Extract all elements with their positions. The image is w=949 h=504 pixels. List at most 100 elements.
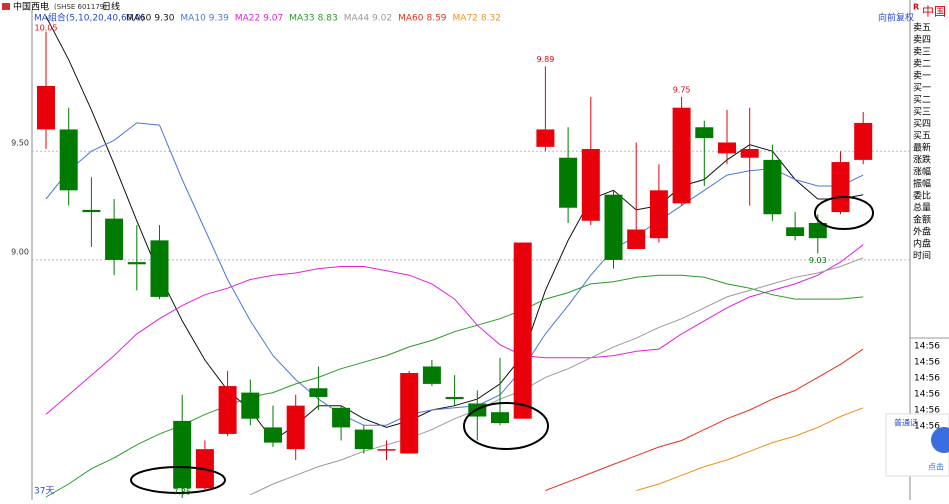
candle-body — [559, 157, 578, 208]
trade-time: 14:56 — [914, 374, 940, 384]
candle-body — [218, 386, 237, 434]
candle-body — [672, 107, 691, 204]
candle-body — [309, 388, 328, 397]
high-label: 10.05 — [35, 24, 58, 33]
ma-line — [45, 244, 864, 415]
ma-line — [45, 122, 864, 426]
candle-body — [649, 190, 668, 239]
quote-label: 买三 — [913, 107, 931, 118]
trade-time: 14:56 — [914, 358, 940, 368]
candle-body — [59, 129, 78, 191]
quote-label: 最新 — [913, 142, 931, 154]
y-tick-label: 9.00 — [11, 247, 29, 256]
legend-value: 8.32 — [481, 14, 501, 24]
stock-name: 中国西电 — [13, 1, 49, 13]
legend-name: MA10 — [180, 14, 206, 24]
candle-body — [604, 194, 623, 260]
app-icon — [2, 3, 10, 10]
candle-body — [354, 429, 373, 450]
mic-button[interactable] — [931, 427, 949, 453]
legend-name: MA33 — [289, 14, 314, 24]
legend-name: MA60 — [126, 14, 152, 24]
low-label: 9.03 — [809, 256, 827, 265]
candle-body — [740, 149, 759, 158]
quote-label: 振幅 — [913, 178, 931, 190]
candle-body — [445, 396, 464, 400]
quote-label: 卖一 — [913, 71, 931, 82]
quote-label: 总量 — [913, 202, 931, 214]
day-count: 37天 — [34, 487, 54, 497]
candle-body — [150, 240, 169, 297]
highlight-ellipse — [463, 402, 549, 450]
candle-body — [854, 122, 873, 160]
high-label: 9.89 — [536, 55, 554, 64]
legend-value: 9.39 — [209, 14, 229, 24]
quote-label: 买一 — [913, 83, 931, 94]
candle-body — [105, 218, 124, 260]
candle-body — [332, 407, 351, 428]
candle-body — [286, 405, 305, 450]
trade-time: 14:56 — [914, 422, 940, 432]
quote-label: 涨跌 — [913, 155, 931, 166]
candle-body — [241, 392, 260, 419]
candle-body — [536, 129, 555, 147]
legend-value: 9.30 — [154, 14, 174, 24]
quote-label: 买二 — [913, 95, 931, 106]
candle-body — [718, 142, 736, 154]
badge: R — [913, 3, 919, 12]
ma-line — [545, 348, 864, 491]
quote-label: 卖四 — [913, 35, 931, 46]
high-label: 9.75 — [673, 85, 691, 94]
candle-body — [627, 229, 646, 250]
highlight-ellipse — [130, 466, 226, 494]
highlight-ellipse — [814, 196, 874, 230]
low-label: 7.85 — [173, 488, 191, 497]
quote-label: 买四 — [913, 119, 931, 130]
candle-body — [491, 412, 509, 424]
candle-body — [400, 373, 419, 454]
legend-value: 9.02 — [372, 14, 392, 24]
legend-name: MA44 — [344, 14, 370, 24]
quote-label: 卖二 — [913, 59, 931, 70]
candle-body — [82, 209, 101, 213]
adjust-mode[interactable]: 向前复权 — [878, 12, 914, 24]
period: 日线 — [102, 1, 120, 13]
ma-line — [250, 257, 864, 496]
legend-name: MA60 — [398, 14, 424, 24]
legend-value: 8.59 — [426, 14, 446, 24]
legend-value: 8.83 — [318, 14, 338, 24]
legend-name: MA72 — [453, 14, 478, 24]
candle-body — [808, 222, 827, 239]
quote-label: 外盘 — [913, 226, 931, 238]
candle-body — [581, 149, 600, 221]
candle-body — [377, 449, 396, 451]
panel-title: 中国 — [922, 4, 946, 19]
trade-time: 14:56 — [914, 390, 940, 400]
quote-label: 委比 — [913, 190, 931, 202]
candle-body — [695, 127, 714, 139]
y-tick-label: 9.50 — [11, 139, 29, 148]
candle-body — [831, 162, 850, 213]
candle-body — [513, 242, 532, 419]
candle-body — [127, 262, 146, 265]
ma-group: MA组合(5,10,20,40,60,0) — [34, 12, 145, 24]
candle-body — [173, 420, 192, 489]
candle-body — [37, 85, 55, 130]
candle-body — [763, 159, 782, 215]
quote-label: 卖三 — [913, 47, 931, 58]
legend-name: MA22 — [235, 14, 260, 24]
stock-code: (SHSE 601179) — [54, 3, 107, 11]
candle-body — [422, 366, 441, 384]
quote-label: 内盘 — [913, 238, 931, 250]
legend-value: 9.07 — [263, 14, 283, 24]
ma-line — [636, 407, 864, 491]
quote-label: 卖五 — [913, 23, 931, 34]
popup-label[interactable]: 普通话 — [894, 418, 918, 428]
trade-time: 14:56 — [914, 406, 940, 416]
quote-label: 涨幅 — [913, 166, 931, 178]
popup-hint: 点击 — [928, 462, 944, 472]
candle-body — [786, 227, 805, 237]
trade-time: 14:56 — [914, 342, 940, 352]
